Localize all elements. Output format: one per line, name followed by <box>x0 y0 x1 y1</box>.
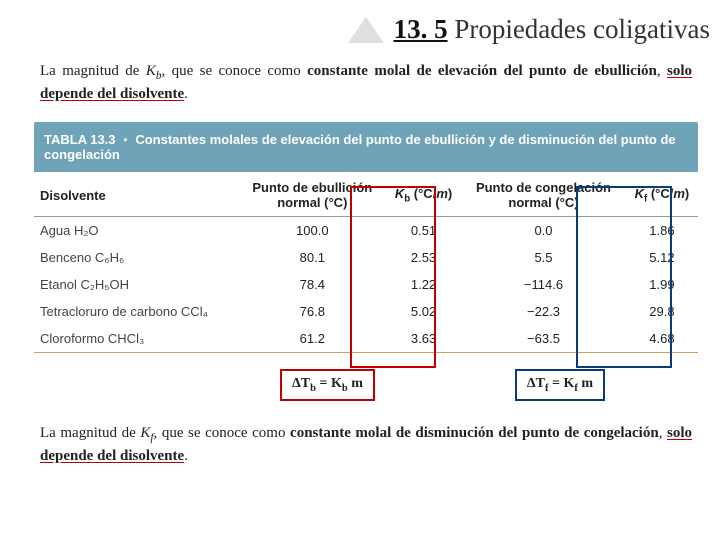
cell-kf: 29.8 <box>626 298 698 325</box>
title-text: Propiedades coligativas <box>454 14 710 44</box>
cell-bp: 80.1 <box>239 244 386 271</box>
col-kf: Kf (°C/m) <box>626 172 698 217</box>
cell-bp: 100.0 <box>239 217 386 245</box>
equation-freezing: ΔTf = Kf m <box>515 369 605 401</box>
col-fp: Punto de congelaciónnormal (°C) <box>461 172 626 217</box>
cell-solvent: Etanol C₂H₅OH <box>34 271 239 298</box>
cell-bp: 76.8 <box>239 298 386 325</box>
cell-fp: −114.6 <box>461 271 626 298</box>
cell-fp: −22.3 <box>461 298 626 325</box>
equations-row: ΔTb = Kb m ΔTf = Kf m <box>0 359 720 409</box>
table-row: Etanol C₂H₅OH78.41.22−114.61.99 <box>34 271 698 298</box>
table-caption: TABLA 13.3 • Constantes molales de eleva… <box>34 122 698 172</box>
cell-kb: 0.51 <box>386 217 461 245</box>
paragraph-kf: La magnitud de Kf, que se conoce como co… <box>0 409 720 470</box>
constants-table: Disolvente Punto de ebulliciónnormal (°C… <box>34 172 698 353</box>
col-solvent: Disolvente <box>34 172 239 217</box>
cell-fp: 0.0 <box>461 217 626 245</box>
cell-kf: 1.99 <box>626 271 698 298</box>
cell-bp: 78.4 <box>239 271 386 298</box>
cell-kb: 5.02 <box>386 298 461 325</box>
cell-kb: 3.63 <box>386 325 461 353</box>
col-kb: Kb (°C/m) <box>386 172 461 217</box>
cell-solvent: Benceno C₆H₆ <box>34 244 239 271</box>
cell-solvent: Cloroformo CHCl₃ <box>34 325 239 353</box>
cell-fp: 5.5 <box>461 244 626 271</box>
table-row: Agua H₂O100.00.510.01.86 <box>34 217 698 245</box>
table-body: Agua H₂O100.00.510.01.86Benceno C₆H₆80.1… <box>34 217 698 353</box>
table-row: Tetracloruro de carbono CCl₄76.85.02−22.… <box>34 298 698 325</box>
cell-bp: 61.2 <box>239 325 386 353</box>
col-bp: Punto de ebulliciónnormal (°C) <box>239 172 386 217</box>
cell-kf: 4.68 <box>626 325 698 353</box>
title-number: 13. 5 <box>394 14 448 44</box>
table-header-row: Disolvente Punto de ebulliciónnormal (°C… <box>34 172 698 217</box>
cell-solvent: Tetracloruro de carbono CCl₄ <box>34 298 239 325</box>
cell-kf: 1.86 <box>626 217 698 245</box>
table-container: TABLA 13.3 • Constantes molales de eleva… <box>34 122 698 353</box>
page-title: 13. 5 Propiedades coligativas <box>394 14 710 45</box>
triangle-decoration <box>348 17 384 43</box>
cell-solvent: Agua H₂O <box>34 217 239 245</box>
page-title-row: 13. 5 Propiedades coligativas <box>0 0 720 53</box>
table-row: Benceno C₆H₆80.12.535.55.12 <box>34 244 698 271</box>
cell-kb: 1.22 <box>386 271 461 298</box>
paragraph-kb: La magnitud de Kb, que se conoce como co… <box>0 53 720 108</box>
cell-kb: 2.53 <box>386 244 461 271</box>
cell-fp: −63.5 <box>461 325 626 353</box>
equation-boiling: ΔTb = Kb m <box>280 369 375 401</box>
cell-kf: 5.12 <box>626 244 698 271</box>
table-row: Cloroformo CHCl₃61.23.63−63.54.68 <box>34 325 698 353</box>
